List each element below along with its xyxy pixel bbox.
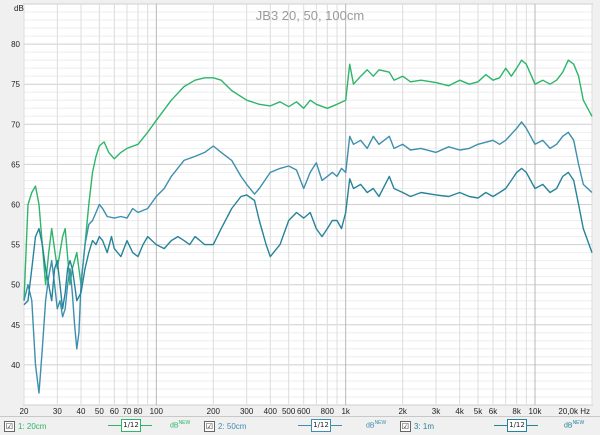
smoothing-control-2[interactable]: 1/12 [298, 419, 342, 432]
x-tick-label: 500 [282, 407, 296, 416]
x-tick-label: 60 [110, 407, 119, 416]
legend-label-3: 3: 1m [414, 421, 435, 431]
x-tick-label: 10k [529, 407, 543, 416]
x-tick-label: 200 [207, 407, 221, 416]
db-new-label-3: dB [564, 422, 573, 430]
x-tick-label: 8k [512, 407, 521, 416]
legend-label-2: 2: 50cm [218, 421, 247, 431]
db-new-sup-1: NEW [178, 420, 191, 426]
x-tick-label: 400 [264, 407, 278, 416]
legend-checkbox-1[interactable]: ☑ [4, 420, 15, 432]
x-tick-label: 1k [341, 407, 350, 416]
y-tick-label: 70 [11, 120, 20, 129]
db-new-label-1: dB [170, 422, 179, 430]
grid [23, 3, 593, 406]
y-tick-label: 65 [11, 160, 20, 169]
series-line-3 [23, 167, 593, 310]
y-tick-label: 50 [11, 281, 20, 290]
x-tick-label: 50 [95, 407, 104, 416]
y-tick-label: 80 [11, 40, 20, 49]
y-tick-label: 55 [11, 241, 20, 250]
chart-title: JB3 20, 50, 100cm [256, 8, 364, 23]
smoothing-control-1[interactable]: 1/12 [108, 419, 152, 432]
x-tick-label: 80 [134, 407, 143, 416]
db-new-sup-3: NEW [572, 420, 585, 426]
x-tick-label: 5k [474, 407, 483, 416]
legend-checkbox-2[interactable]: ☑ [204, 420, 215, 432]
x-tick-label: 300 [240, 407, 254, 416]
y-tick-label: 75 [11, 80, 20, 89]
x-tick-label: 3k [432, 407, 441, 416]
x-tick-label: 6k [489, 407, 498, 416]
y-unit-label: dB [14, 4, 24, 13]
smoothing-value-3[interactable]: 1/12 [507, 419, 527, 432]
x-axis: 20 30 40 50 60 70 80 100 200 300 400 500 600 800 1k 2k 3… [20, 407, 590, 416]
legend-item-1[interactable]: ☑ 1: 20cm [4, 420, 46, 432]
x-tick-label: 70 [123, 407, 132, 416]
db-new-button-2[interactable]: dBNEW [366, 420, 386, 429]
y-tick-label: 60 [11, 201, 20, 210]
x-tick-label: 800 [321, 407, 335, 416]
db-new-label-2: dB [366, 422, 375, 430]
series-line-1 [23, 59, 593, 301]
legend-item-3[interactable]: ☑ 3: 1m [400, 420, 434, 432]
x-tick-label: 30 [53, 407, 62, 416]
y-tick-label: 40 [11, 361, 20, 370]
series-group [23, 59, 593, 394]
db-new-button-3[interactable]: dBNEW [564, 420, 584, 429]
y-tick-label: 45 [11, 321, 20, 330]
db-new-button-1[interactable]: dBNEW [170, 420, 190, 429]
x-tick-label: 2k [398, 407, 407, 416]
legend-bar: ☑ 1: 20cm 1/12 dBNEW ☑ 2: 50cm 1/12 dBNE… [0, 416, 600, 435]
legend-label-1: 1: 20cm [18, 421, 47, 431]
x-tick-label: 20,0k Hz [558, 407, 590, 416]
x-tick-label: 100 [150, 407, 164, 416]
db-new-sup-2: NEW [374, 420, 387, 426]
legend-item-2[interactable]: ☑ 2: 50cm [204, 420, 246, 432]
y-axis: 40 45 50 55 60 65 70 75 80 [11, 40, 20, 370]
series-line-2 [23, 121, 593, 394]
smoothing-value-2[interactable]: 1/12 [311, 419, 331, 432]
x-tick-label: 20 [20, 407, 29, 416]
legend-checkbox-3[interactable]: ☑ [400, 420, 411, 432]
x-tick-label: 40 [77, 407, 86, 416]
x-tick-label: 600 [297, 407, 311, 416]
smoothing-control-3[interactable]: 1/12 [494, 419, 538, 432]
x-tick-label: 4k [455, 407, 464, 416]
smoothing-value-1[interactable]: 1/12 [121, 419, 141, 432]
